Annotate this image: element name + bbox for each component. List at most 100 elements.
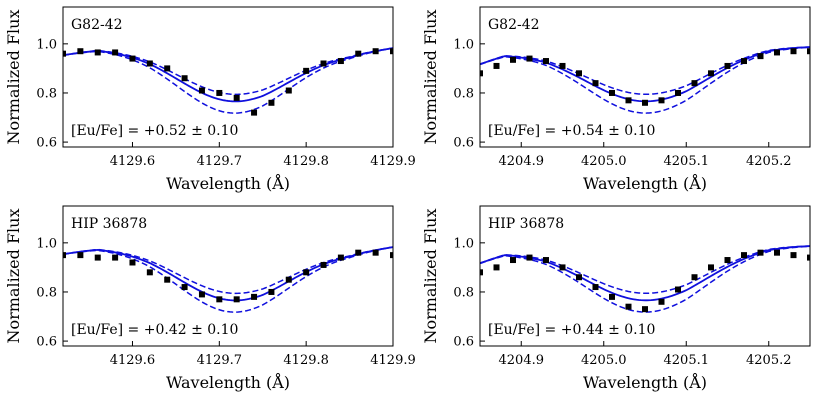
x-tick-label: 4129.8 [283,353,329,368]
star-name-label: G82-42 [71,17,123,33]
x-tick-label: 4129.6 [110,154,156,169]
y-tick-label: 1.0 [453,236,474,251]
observed-data-point [559,264,566,271]
observed-data-point [285,87,292,94]
observed-data-point [233,296,240,303]
observed-data-point [708,264,714,271]
x-tick-label: 4129.6 [110,353,156,368]
y-tick-label: 0.8 [36,86,57,101]
spectrum-panel-2: 4204.9 4205.0 4205.1 4205.2 0.6 0.8 1.0 Wavelen… [421,6,811,193]
observed-data-point [129,259,136,266]
x-tick-label: 4129.9 [370,154,416,169]
axes-frame [479,205,811,347]
observed-data-point [691,80,698,87]
y-tick-label: 0.6 [36,136,57,151]
observed-data-point [181,284,188,291]
y-axis-label: Normalized Flux [4,209,23,344]
x-tick-label: 4205.0 [581,154,627,169]
spectrum-panel-1: 4129.6 4129.7 4129.8 4129.9 0.6 0.8 1.0 Wavelen… [4,6,416,193]
axes-frame [62,6,394,148]
observed-data-point [576,70,582,77]
observed-data-point [642,306,648,313]
observed-data-point [642,99,648,106]
observed-data-point [285,276,292,283]
y-tick-label: 0.6 [453,335,474,350]
observed-data-point [303,67,310,74]
observed-data-point [510,257,516,264]
x-tick-label: 4129.8 [283,154,329,169]
observed-data-point [129,55,136,62]
observed-data-point [94,49,101,56]
plot-area [63,47,393,116]
observed-data-point [233,94,240,101]
observed-data-point [576,274,582,281]
y-tick-label: 1.0 [36,37,57,52]
observed-data-point [757,249,764,256]
x-axis-label: Wavelength (Å) [583,173,707,193]
observed-data-point [807,254,810,261]
x-tick-label: 4129.7 [197,353,243,368]
x-tick-label: 4205.2 [746,154,792,169]
observed-data-point [198,291,205,298]
observed-data-point [592,284,599,291]
observed-data-point [63,252,66,259]
observed-data-point [807,48,810,55]
observed-data-point [355,249,362,256]
x-axis-label: Wavelength (Å) [166,173,290,193]
observed-data-point [181,75,188,82]
observed-data-point [741,58,747,65]
observed-data-point [774,249,780,256]
observed-data-point [268,99,275,106]
observed-data-point [790,48,797,55]
model-upper-bound-line [63,246,393,295]
observed-data-point [724,257,731,264]
observed-data-point [543,58,549,65]
abundance-annotation: [Eu/Fe] = +0.44 ± 0.10 [488,322,655,338]
observed-data-point [480,70,483,77]
y-tick-label: 0.6 [36,335,57,350]
observed-data-point [658,298,665,305]
observed-data-point [493,264,500,271]
model-lower-bound-line [480,46,810,114]
star-name-label: G82-42 [488,17,540,33]
observed-data-point [216,89,223,96]
observed-data-point [372,48,379,55]
abundance-annotation: [Eu/Fe] = +0.42 ± 0.10 [71,322,238,338]
observed-data-point [724,62,731,69]
x-tick-label: 4205.1 [664,353,710,368]
x-tick-label: 4129.7 [197,154,243,169]
observed-data-point [493,62,500,69]
observed-data-point [251,293,258,300]
observed-data-point [625,97,632,104]
x-tick-label: 4205.2 [746,353,792,368]
observed-data-point [303,269,310,276]
abundance-annotation: [Eu/Fe] = +0.54 ± 0.10 [488,123,655,139]
observed-data-point [146,60,153,67]
y-tick-label: 0.6 [453,136,474,151]
x-axis-label: Wavelength (Å) [166,372,290,392]
axes-frame [62,205,394,347]
observed-data-point [268,288,275,295]
y-tick-label: 0.8 [453,285,474,300]
observed-data-point [320,60,327,67]
model-lower-bound-line [480,245,810,313]
observed-data-point [390,48,393,55]
observed-data-point [337,58,344,65]
observed-data-point [251,109,258,116]
y-axis-label: Normalized Flux [4,10,23,145]
observed-data-point [216,296,223,303]
observed-data-point [592,80,599,87]
observed-data-point [609,89,615,96]
observed-data-point [320,261,327,268]
x-tick-label: 4205.1 [664,154,710,169]
spectrum-panel-3: 4129.6 4129.7 4129.8 4129.9 0.6 0.8 1.0 Wavelen… [4,205,416,392]
observed-data-point [559,62,566,69]
x-tick-label: 4129.9 [370,353,416,368]
observed-data-point [609,293,615,300]
model-upper-bound-line [480,46,810,96]
observed-data-point [372,249,379,256]
observed-data-point [94,254,101,261]
x-tick-label: 4204.9 [499,353,545,368]
y-tick-label: 0.8 [36,285,57,300]
observed-data-point [757,53,764,60]
